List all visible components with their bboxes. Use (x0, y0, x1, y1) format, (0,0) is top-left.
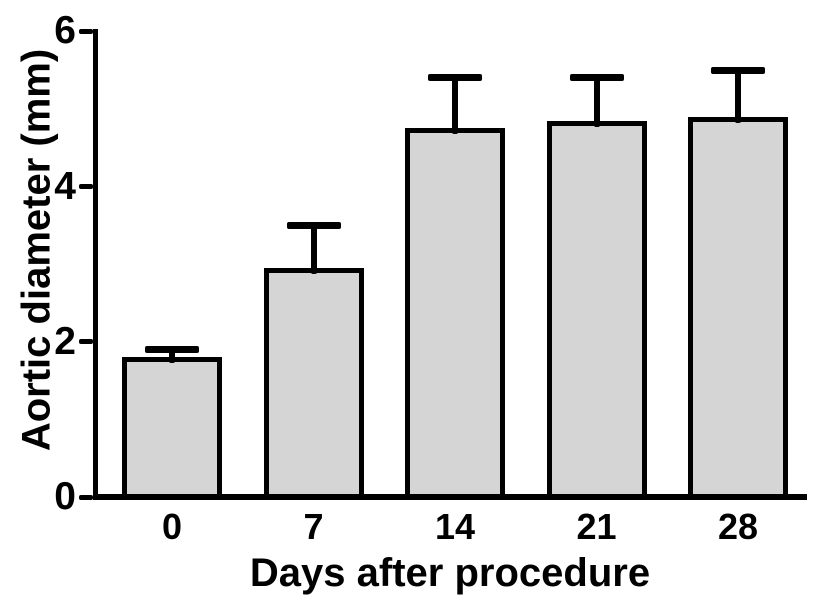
error-bar-cap-day-14 (428, 74, 482, 82)
error-bar-stem-day-28 (735, 70, 741, 123)
y-tick-0 (79, 494, 93, 500)
bar-day-21 (546, 120, 647, 500)
x-axis-title: Days after procedure (249, 551, 651, 595)
y-tick-2 (79, 339, 93, 345)
x-tick-label-0: 0 (161, 506, 183, 547)
bar-day-28 (688, 116, 788, 500)
bar-day-14 (405, 128, 505, 500)
y-tick-label-4: 4 (54, 164, 76, 208)
error-bar-cap-day-0 (145, 346, 199, 354)
y-tick-label-2: 2 (54, 319, 76, 363)
error-bar-cap-day-28 (711, 66, 765, 74)
x-axis-line (93, 494, 807, 500)
error-bar-stem-day-7 (310, 225, 317, 275)
error-bar-cap-day-21 (569, 74, 624, 82)
y-axis-line (93, 29, 98, 500)
x-tick-label-7: 7 (303, 506, 324, 547)
x-tick-label-21: 21 (576, 506, 617, 547)
error-bar-stem-day-14 (452, 77, 458, 135)
x-tick-label-28: 28 (717, 506, 759, 547)
y-tick-label-6: 6 (54, 9, 76, 53)
error-bar-stem-day-0 (169, 349, 175, 364)
y-tick-label-0: 0 (54, 475, 76, 518)
y-tick-4 (79, 184, 93, 190)
x-tick-label-14: 14 (434, 506, 476, 547)
error-bar-stem-day-21 (593, 77, 600, 127)
y-tick-6 (79, 28, 93, 34)
bar-day-0 (122, 357, 222, 500)
bar-day-7 (263, 268, 364, 500)
error-bar-cap-day-7 (286, 221, 341, 229)
